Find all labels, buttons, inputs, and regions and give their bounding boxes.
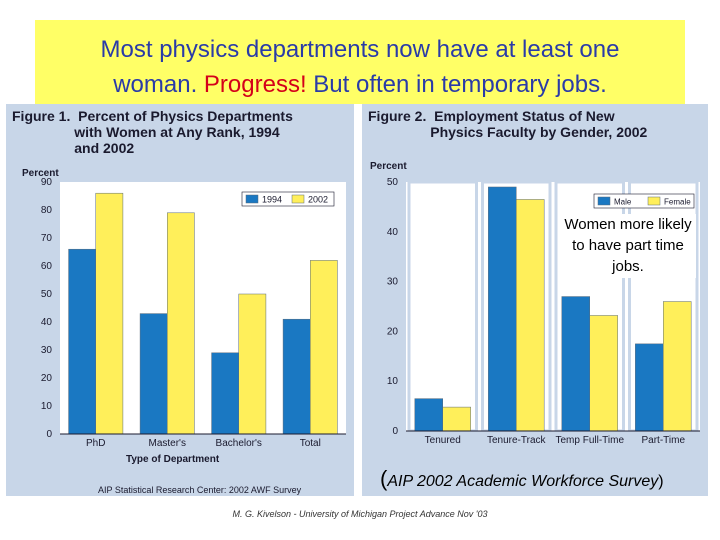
survey-close-paren: )	[658, 473, 664, 490]
fig2-bar	[589, 315, 618, 432]
fig1-xtick-label: Total	[300, 438, 321, 449]
survey-caption: (AIP 2002 Academic Workforce Survey)	[372, 458, 706, 496]
slide-title-line-1: Most physics departments now have at lea…	[100, 36, 620, 63]
fig2-ytick-label: 30	[387, 277, 399, 288]
annotation-callout: Women more likely to have part time jobs…	[560, 214, 696, 278]
figure-2-title: Figure 2. Employment Status of New Physi…	[368, 108, 648, 140]
fig1-ytick-label: 70	[41, 233, 53, 244]
fig2-legend-box	[593, 193, 695, 209]
title-text-c: But often in temporary jobs.	[306, 71, 607, 98]
fig2-category-band	[407, 180, 478, 433]
fig2-bar	[561, 296, 591, 432]
fig1-ytick-label: 50	[41, 289, 53, 300]
figure-1-ylabel: Percent	[22, 168, 59, 179]
fig2-ytick-label: 0	[392, 426, 398, 437]
survey-open-paren: (	[380, 466, 388, 491]
fig2-bar	[663, 301, 692, 432]
slide-title-line-2: woman. Progress! But often in temporary …	[35, 70, 685, 100]
fig2-xtick-label: Tenure-Track	[487, 435, 547, 446]
fig1-ytick-label: 80	[41, 205, 53, 216]
fig1-ytick-label: 10	[41, 401, 53, 412]
figure-2-panel: Figure 2. Employment Status of New Physi…	[362, 104, 708, 496]
fig1-legend-swatch	[291, 194, 305, 204]
fig1-legend-label: 2002	[308, 195, 328, 205]
fig2-xtick-label: Part-Time	[641, 435, 685, 446]
fig1-bar	[95, 192, 124, 435]
fig1-ytick-label: 0	[46, 429, 52, 440]
fig2-legend-label: Female	[664, 198, 691, 207]
fig2-legend-swatch	[597, 196, 611, 206]
fig1-bar	[211, 352, 240, 435]
fig1-ytick-label: 20	[41, 373, 53, 384]
fig2-legend-swatch	[647, 196, 661, 206]
fig2-bar	[488, 186, 517, 432]
figure-1-xlabel: Type of Department	[126, 454, 220, 465]
fig1-ytick-label: 30	[41, 345, 53, 356]
fig2-bar	[635, 343, 664, 432]
fig1-xtick-label: Bachelor's	[216, 438, 262, 449]
fig1-ytick-label: 90	[41, 177, 53, 188]
survey-caption-text: (AIP 2002 Academic Workforce Survey)	[380, 466, 664, 492]
figure-2-ylabel: Percent	[370, 161, 407, 172]
footer-credit: M. G. Kivelson - University of Michigan …	[232, 509, 488, 519]
fig1-xtick-label: PhD	[86, 438, 105, 449]
fig1-bar	[282, 318, 311, 435]
fig2-ytick-label: 20	[387, 326, 399, 337]
fig1-legend-label: 1994	[262, 195, 282, 205]
fig1-legend-box	[241, 191, 335, 207]
fig2-bar	[442, 406, 471, 432]
fig2-ytick-label: 10	[387, 376, 399, 387]
figure-1-chart: 0 10 20 30 40 50 60 70 80 90 PhD Master's Bachelor's…	[41, 177, 346, 449]
fig1-xtick-label: Master's	[149, 438, 186, 449]
fig1-ytick-label: 40	[41, 317, 53, 328]
fig2-bar	[414, 398, 443, 432]
fig1-bar	[238, 293, 267, 435]
title-text-a: woman.	[113, 71, 204, 98]
fig1-bar	[139, 313, 168, 435]
figure-1-source: AIP Statistical Research Center: 2002 AW…	[98, 485, 302, 495]
survey-name: AIP 2002 Academic Workforce Survey	[387, 473, 659, 490]
slide-title-box: Most physics departments now have at lea…	[35, 20, 685, 104]
fig2-xtick-label: Temp Full-Time	[555, 435, 624, 446]
figure-1-title: Figure 1. Percent of Physics Departments…	[12, 108, 293, 156]
fig2-legend-label: Male	[614, 198, 632, 207]
fig2-ytick-label: 50	[387, 177, 399, 188]
fig1-bar	[68, 248, 97, 435]
fig1-legend-swatch	[245, 194, 259, 204]
fig2-bar	[516, 199, 545, 432]
fig1-ytick-label: 60	[41, 261, 53, 272]
fig2-xtick-label: Tenured	[425, 435, 461, 446]
fig1-bar	[167, 212, 195, 435]
figure-2-chart: 0 10 20 30 40 50 Tenured Tenure-Track Temp Full-…	[387, 177, 700, 446]
title-text-progress: Progress!	[203, 71, 307, 98]
figure-1-panel: Figure 1. Percent of Physics Departments…	[6, 104, 354, 496]
fig2-ytick-label: 40	[387, 227, 399, 238]
fig1-bar	[310, 260, 338, 435]
